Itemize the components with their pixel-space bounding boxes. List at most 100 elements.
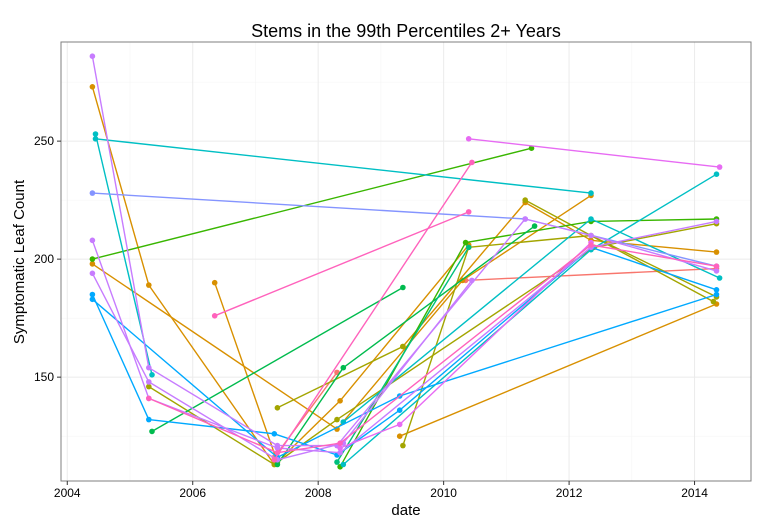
series-line [336, 246, 470, 463]
series-line [402, 201, 717, 347]
data-point [465, 136, 472, 142]
data-point [716, 164, 723, 170]
data-point [146, 364, 152, 371]
y-tick-label: 250 [34, 134, 54, 148]
series-layer [89, 53, 723, 470]
data-point [89, 84, 96, 90]
y-axis: 150 200 250 [34, 134, 61, 384]
series-line [465, 267, 717, 282]
series-26 [465, 136, 723, 170]
data-point [274, 449, 281, 456]
data-point [337, 398, 343, 404]
series-28 [211, 209, 472, 319]
data-point [522, 197, 528, 203]
data-point [710, 298, 717, 305]
data-point [271, 457, 278, 463]
data-point [340, 364, 347, 371]
series-25 [89, 270, 475, 463]
data-point [337, 445, 343, 451]
data-point [89, 296, 96, 303]
series-8 [522, 197, 717, 305]
data-point [334, 416, 340, 423]
series-line [468, 138, 720, 168]
data-point [713, 249, 720, 255]
data-point [396, 407, 403, 414]
data-point [713, 291, 720, 298]
data-point [469, 159, 475, 166]
data-point [274, 405, 281, 411]
x-axis-title: date [391, 502, 420, 519]
series-line [92, 194, 592, 430]
series-11 [89, 145, 535, 262]
data-point [334, 459, 340, 465]
data-point [716, 275, 723, 281]
data-point [146, 395, 152, 402]
y-axis-title: Symptomatic Leaf Count [11, 179, 28, 344]
series-30 [146, 242, 720, 456]
series-15 [334, 244, 472, 465]
y-tick-label: 200 [34, 252, 54, 266]
data-point [89, 53, 96, 59]
series-line [92, 147, 532, 260]
data-point [469, 277, 475, 284]
y-tick-label: 150 [34, 370, 54, 384]
series-14 [274, 223, 538, 468]
data-point [274, 445, 281, 451]
data-point [146, 383, 152, 390]
data-point [92, 131, 99, 137]
x-tick-label: 2012 [556, 486, 583, 500]
data-point [588, 242, 594, 248]
series-line [95, 138, 592, 194]
data-point [588, 216, 594, 222]
series-line [151, 286, 404, 433]
chart-title: Stems in the 99th Percentiles 2+ Years [251, 21, 561, 41]
data-point [396, 421, 403, 428]
data-point [340, 461, 347, 468]
data-point [528, 145, 535, 151]
series-16 [92, 136, 594, 196]
series-23 [89, 53, 720, 449]
data-point [89, 291, 96, 298]
series-line [399, 303, 717, 437]
series-line [277, 345, 404, 409]
data-point [149, 372, 155, 378]
data-point [337, 449, 343, 456]
data-point [465, 244, 472, 251]
x-axis: 2004 2006 2008 2010 2012 2014 [54, 481, 708, 500]
series-7 [274, 343, 406, 411]
data-point [531, 223, 538, 229]
series-line [91, 220, 717, 454]
data-point [713, 268, 720, 274]
data-point [271, 431, 278, 437]
x-tick-label: 2004 [54, 486, 81, 500]
data-point [274, 461, 281, 468]
data-point [396, 433, 403, 440]
data-point [146, 379, 152, 385]
data-point [713, 263, 720, 270]
data-point [337, 440, 343, 447]
data-point [400, 442, 406, 449]
x-tick-label: 2006 [179, 486, 206, 500]
data-point [713, 287, 720, 293]
data-point [89, 270, 96, 277]
data-point [89, 261, 96, 267]
x-tick-label: 2014 [681, 486, 708, 500]
series-line [273, 162, 473, 461]
data-point [465, 209, 472, 215]
data-point [400, 343, 406, 350]
data-point [211, 313, 218, 319]
data-point [522, 216, 528, 222]
series-13 [149, 284, 406, 435]
data-point [89, 256, 96, 262]
data-point [400, 284, 406, 291]
data-point [146, 282, 152, 288]
panel-border [60, 41, 752, 482]
data-point [462, 239, 469, 246]
data-point [89, 190, 96, 196]
series-line [524, 199, 714, 303]
data-point [89, 237, 96, 244]
series-line [91, 293, 717, 459]
data-point [588, 232, 594, 239]
